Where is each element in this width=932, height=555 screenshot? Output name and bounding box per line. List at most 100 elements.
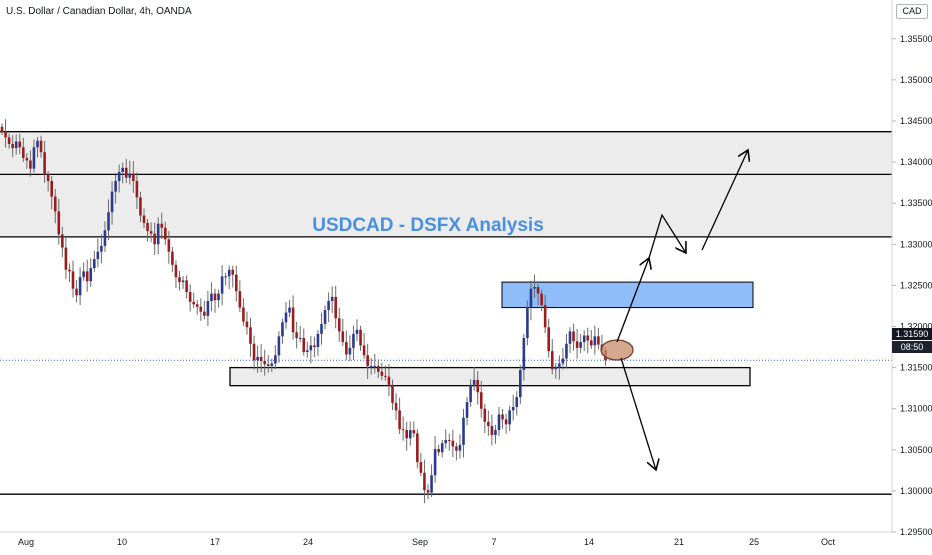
candle-body [71, 271, 75, 289]
candle-body [249, 327, 252, 344]
y-tick-label-9: 1.31000 [900, 404, 932, 414]
candle [153, 222, 156, 255]
candle [220, 265, 224, 306]
candle [501, 408, 504, 429]
candle [380, 362, 384, 381]
candle-body [153, 233, 156, 245]
candle [135, 172, 139, 210]
candle-body [355, 329, 359, 334]
candle [366, 343, 369, 379]
current-price-tag: 1.31590 [892, 328, 932, 340]
candle-body [213, 293, 217, 301]
candle [497, 406, 501, 436]
y-tick-label-2: 1.34500 [900, 116, 932, 126]
candle [359, 325, 362, 351]
candle-body [490, 425, 494, 435]
arrow-up-to-blue-zone [616, 258, 649, 343]
candle [32, 139, 36, 173]
candle-body [380, 371, 384, 376]
candle [61, 226, 64, 258]
candle-body [139, 197, 142, 216]
candle-body [440, 443, 444, 453]
candle-body [309, 345, 313, 351]
candle [103, 221, 107, 252]
candle-body [337, 318, 341, 332]
highlight-circle [600, 339, 634, 361]
candle [210, 282, 213, 312]
candle-body [469, 384, 472, 403]
candle-body [334, 296, 337, 319]
candle-body [149, 231, 153, 234]
x-axis[interactable]: Aug 10 17 24 Sep 7 14 21 25 Oct [18, 537, 836, 547]
candle-body [43, 152, 46, 175]
candle [266, 355, 270, 373]
candle [295, 321, 298, 349]
candle-body [96, 251, 100, 260]
x-tick-label-1: 10 [117, 537, 127, 547]
candle-body [57, 211, 61, 235]
candle-body [391, 384, 394, 403]
candle-body [536, 287, 540, 294]
candle [373, 353, 377, 374]
candle [53, 188, 57, 224]
candle [277, 331, 281, 363]
candle-body [483, 408, 487, 422]
candle-body [100, 245, 103, 252]
candle-body [323, 310, 327, 325]
candle [174, 260, 178, 289]
currency-badge[interactable]: CAD [896, 4, 928, 19]
candle-body [68, 269, 71, 272]
candle-body [259, 356, 263, 362]
candle [458, 434, 462, 459]
x-tick-label-4: Sep [412, 537, 428, 547]
candle [164, 221, 167, 245]
candle [192, 292, 195, 308]
candle-body [433, 448, 437, 476]
candle-body [93, 259, 96, 269]
candle-body [171, 251, 174, 265]
candle-body [479, 392, 483, 409]
candle [313, 336, 316, 358]
candle [586, 327, 590, 354]
candle [369, 357, 373, 375]
candle [259, 344, 263, 373]
candle-body [178, 277, 181, 283]
candle-body [266, 364, 270, 366]
candle-body [128, 173, 132, 178]
candle [522, 334, 526, 381]
y-tick-label-3: 1.34000 [900, 157, 932, 167]
candle [11, 135, 14, 158]
candle [511, 394, 515, 421]
candle-body [288, 307, 291, 313]
candle [543, 294, 547, 334]
candle-body [46, 174, 50, 181]
candle-body [550, 351, 554, 370]
candle [479, 380, 483, 418]
candle-body [547, 327, 550, 352]
candle-body [7, 137, 11, 144]
candle-body [14, 141, 18, 149]
symbol-header[interactable]: U.S. Dollar / Canadian Dollar, 4h, OANDA [6, 6, 192, 17]
candle [114, 174, 117, 204]
candle-body [164, 227, 167, 240]
candle [377, 359, 380, 379]
candle-body [369, 365, 373, 367]
y-axis[interactable]: 1.35500 1.35000 1.34500 1.34000 1.33500 1.330… [892, 34, 932, 537]
candle-body [451, 440, 455, 447]
candle [554, 362, 558, 379]
candle-body [412, 430, 416, 434]
candle-body [401, 429, 405, 431]
candle [416, 429, 419, 469]
candle [107, 199, 110, 241]
candle-body [192, 301, 195, 305]
candle [146, 218, 149, 242]
candle [195, 299, 199, 315]
candle [558, 355, 561, 380]
candle-body [444, 439, 448, 444]
candle [309, 335, 313, 364]
candle [252, 335, 256, 370]
candle [408, 421, 412, 446]
